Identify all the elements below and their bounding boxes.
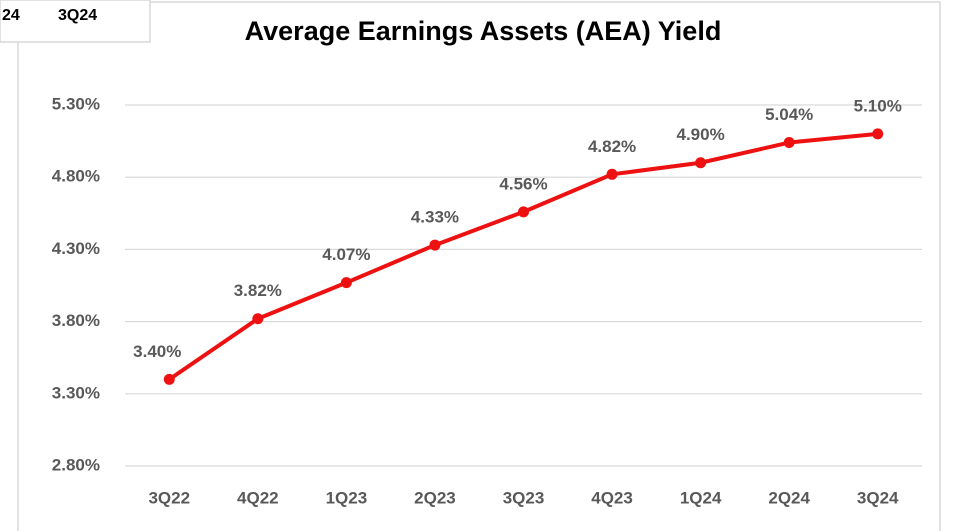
point — [340, 277, 352, 289]
point — [429, 239, 441, 251]
point — [695, 157, 707, 169]
x-tick-label: 2Q24 — [768, 488, 810, 507]
x-tick-label: 4Q23 — [591, 488, 633, 507]
point — [163, 373, 175, 385]
x-tick-label: 1Q23 — [326, 488, 368, 507]
y-tick-label: 3.80% — [52, 311, 100, 330]
y-tick-label: 2.80% — [52, 455, 100, 474]
data-label: 4.07% — [322, 245, 370, 264]
point — [783, 137, 795, 149]
data-label: 5.10% — [854, 96, 902, 115]
x-tick-label: 3Q24 — [857, 488, 899, 507]
point — [606, 168, 618, 180]
data-label: 4.82% — [588, 137, 636, 156]
cropped-label: 3Q24 — [58, 7, 97, 24]
x-tick-label: 2Q23 — [414, 488, 456, 507]
cropped-label: 24 — [2, 7, 20, 24]
line — [168, 131, 878, 382]
x-tick-label: 4Q22 — [237, 488, 279, 507]
data-label: 5.04% — [765, 105, 813, 124]
data-label: 4.56% — [499, 174, 547, 193]
y-tick-label: 3.30% — [52, 383, 100, 402]
y-tick-label: 4.30% — [52, 239, 100, 258]
x-tick-label: 3Q22 — [148, 488, 190, 507]
cropped-box — [0, 0, 151, 43]
chart-title: Average Earnings Assets (AEA) Yield — [245, 16, 722, 46]
x-tick-label: 3Q23 — [503, 488, 545, 507]
data-label: 3.40% — [133, 342, 181, 361]
data-label: 4.33% — [411, 208, 459, 227]
point — [252, 313, 264, 325]
data-label: 4.90% — [677, 125, 725, 144]
y-tick-label: 4.80% — [52, 167, 100, 186]
y-tick-label: 5.30% — [52, 94, 100, 113]
chart-border — [17, 1, 941, 531]
data-label: 3.82% — [234, 281, 282, 300]
x-tick-label: 1Q24 — [680, 488, 722, 507]
point — [518, 206, 529, 218]
point — [872, 128, 884, 140]
